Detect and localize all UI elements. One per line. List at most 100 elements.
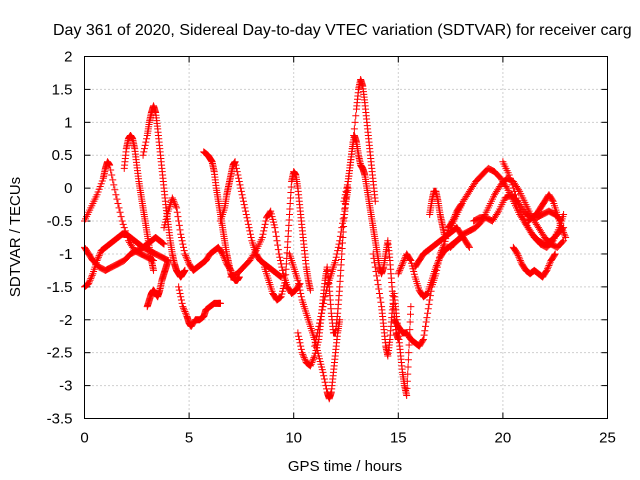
data-point bbox=[560, 210, 568, 218]
y-tick-label: -3 bbox=[59, 378, 72, 395]
data-point bbox=[321, 378, 329, 386]
data-point bbox=[96, 250, 104, 258]
data-point bbox=[181, 266, 189, 274]
y-tick-label: -1.5 bbox=[47, 279, 73, 296]
data-point bbox=[404, 363, 412, 371]
data-point bbox=[340, 197, 348, 205]
x-tick-label: 15 bbox=[390, 430, 407, 447]
data-point bbox=[307, 360, 315, 368]
data-point bbox=[87, 275, 95, 283]
data-point bbox=[405, 341, 413, 349]
data-point bbox=[341, 194, 349, 202]
data-point bbox=[398, 260, 406, 268]
data-point bbox=[343, 184, 351, 192]
series-arc-13 bbox=[286, 250, 344, 403]
data-point bbox=[143, 135, 151, 143]
x-tick-label: 0 bbox=[80, 430, 88, 447]
data-point bbox=[395, 268, 403, 276]
plot-frame bbox=[84, 56, 608, 419]
data-point bbox=[238, 191, 246, 199]
data-point bbox=[352, 112, 360, 120]
data-point bbox=[318, 306, 326, 314]
data-point bbox=[318, 309, 326, 317]
data-point bbox=[300, 354, 308, 362]
data-point bbox=[516, 257, 524, 265]
data-point bbox=[397, 263, 405, 271]
data-point bbox=[371, 197, 379, 205]
data-point bbox=[406, 255, 414, 263]
data-point bbox=[350, 125, 358, 133]
data-point bbox=[316, 319, 324, 327]
data-point bbox=[85, 280, 93, 288]
x-tick-label: 25 bbox=[599, 430, 616, 447]
data-point bbox=[516, 204, 524, 212]
data-point bbox=[123, 234, 131, 241]
data-point bbox=[559, 227, 567, 235]
data-point bbox=[309, 357, 317, 365]
data-point bbox=[295, 332, 303, 340]
data-point bbox=[404, 356, 412, 364]
series-arc-7 bbox=[160, 194, 235, 274]
data-point bbox=[251, 248, 259, 256]
data-point bbox=[545, 261, 553, 269]
data-point bbox=[171, 201, 179, 209]
data-point bbox=[502, 182, 510, 190]
data-point bbox=[299, 352, 307, 360]
data-point bbox=[396, 265, 404, 273]
data-point bbox=[319, 303, 327, 311]
data-point bbox=[237, 187, 245, 195]
data-point bbox=[515, 201, 523, 209]
data-point bbox=[403, 391, 411, 399]
data-point bbox=[419, 337, 427, 345]
data-point bbox=[237, 184, 245, 192]
data-point bbox=[297, 293, 305, 301]
data-point bbox=[405, 349, 413, 357]
data-point bbox=[182, 253, 190, 261]
data-point bbox=[216, 299, 224, 307]
data-point bbox=[159, 240, 167, 248]
data-point bbox=[322, 382, 330, 390]
data-point bbox=[404, 370, 412, 378]
data-point bbox=[310, 354, 318, 362]
data-point bbox=[95, 252, 103, 260]
data-point bbox=[173, 208, 181, 216]
data-point bbox=[121, 227, 129, 235]
data-point bbox=[159, 239, 167, 247]
series-arc-17 bbox=[369, 250, 415, 399]
data-point bbox=[175, 283, 183, 291]
data-point bbox=[179, 240, 187, 248]
data-point bbox=[510, 187, 518, 195]
data-point bbox=[232, 161, 240, 169]
data-point bbox=[272, 228, 280, 236]
data-point bbox=[260, 224, 268, 232]
data-point bbox=[342, 187, 350, 195]
data-point bbox=[508, 181, 516, 189]
data-point bbox=[561, 232, 569, 240]
data-point bbox=[400, 257, 408, 265]
data-point bbox=[176, 226, 184, 234]
data-point bbox=[235, 174, 243, 182]
data-point bbox=[296, 339, 304, 347]
data-point bbox=[243, 214, 251, 222]
data-point bbox=[312, 336, 320, 344]
series-arc-15 bbox=[311, 76, 379, 350]
data-point bbox=[558, 225, 566, 233]
data-point bbox=[170, 197, 178, 205]
x-tick-label: 5 bbox=[185, 430, 193, 447]
data-point bbox=[334, 243, 342, 251]
grid-lines bbox=[84, 56, 608, 419]
data-point bbox=[339, 219, 347, 227]
data-point bbox=[94, 255, 102, 263]
data-point bbox=[297, 345, 305, 353]
data-point bbox=[180, 304, 188, 312]
series-arc-26 bbox=[509, 243, 559, 281]
data-point bbox=[319, 368, 327, 376]
data-point bbox=[394, 270, 402, 278]
data-point bbox=[259, 230, 267, 238]
data-point bbox=[184, 257, 192, 265]
y-axis-label: SDTVAR / TECUs bbox=[7, 177, 24, 297]
y-tick-label: -2.5 bbox=[47, 345, 73, 362]
data-point bbox=[180, 243, 188, 251]
data-point bbox=[233, 164, 241, 172]
data-point bbox=[295, 336, 303, 344]
